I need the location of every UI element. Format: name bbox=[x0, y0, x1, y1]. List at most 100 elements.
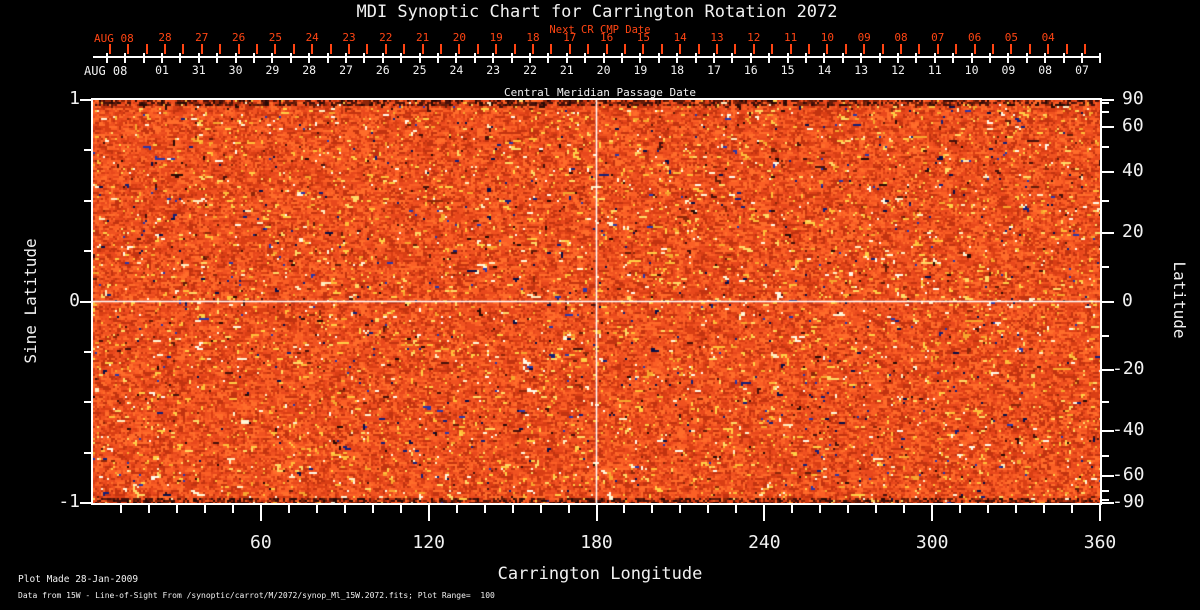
bottom-tick bbox=[735, 505, 738, 513]
cmp-tick bbox=[731, 53, 734, 63]
next-cr-day-label: 26 bbox=[231, 31, 246, 44]
bottom-tick-label: 240 bbox=[748, 532, 781, 553]
next-cr-tick bbox=[936, 44, 939, 54]
right-tick bbox=[1102, 475, 1114, 477]
right-tick-label: 90 bbox=[1122, 88, 1144, 109]
bottom-tick-label: 360 bbox=[1083, 532, 1117, 553]
next-cr-tick bbox=[550, 44, 553, 54]
cmp-tick bbox=[345, 53, 347, 63]
cmp-tick bbox=[952, 53, 955, 63]
bottom-tick bbox=[203, 505, 206, 513]
cmp-tick bbox=[179, 53, 182, 63]
cmp-tick bbox=[897, 53, 899, 63]
next-cr-tick bbox=[366, 44, 369, 54]
right-tick bbox=[1102, 111, 1109, 114]
bottom-tick bbox=[791, 505, 794, 513]
next-cr-tick bbox=[164, 44, 166, 54]
next-cr-day-label: 14 bbox=[673, 31, 687, 44]
right-tick bbox=[1102, 146, 1109, 149]
cmp-tick bbox=[805, 53, 807, 63]
next-cr-subtitle: Next CR CMP Date bbox=[549, 24, 651, 36]
bottom-tick bbox=[231, 505, 234, 513]
cmp-tick bbox=[492, 53, 495, 63]
bottom-tick bbox=[371, 505, 374, 513]
next-cr-tick bbox=[274, 44, 277, 54]
bottom-tick bbox=[1043, 505, 1046, 513]
next-cr-tick bbox=[440, 44, 442, 54]
cmp-day-label: 26 bbox=[375, 63, 390, 77]
bottom-tick bbox=[623, 505, 626, 513]
cmp-day-label: 09 bbox=[1001, 63, 1016, 77]
bottom-tick bbox=[427, 505, 430, 521]
left-tick-label: -1 bbox=[58, 491, 80, 512]
cmp-tick bbox=[1099, 53, 1102, 63]
right-tick bbox=[1102, 430, 1114, 433]
next-cr-day-label: 07 bbox=[931, 31, 945, 44]
cmp-tick bbox=[105, 53, 108, 63]
left-tick bbox=[80, 99, 91, 101]
right-tick-label: -20 bbox=[1112, 358, 1145, 380]
cmp-axis-line bbox=[93, 56, 1100, 58]
left-tick bbox=[84, 401, 91, 404]
next-cr-day-label: 25 bbox=[268, 31, 283, 44]
footer-plot-made: Plot Made 28-Jan-2009 bbox=[18, 574, 139, 585]
cmp-day-label: 29 bbox=[265, 63, 280, 77]
next-cr-day-label: 10 bbox=[820, 31, 835, 44]
next-cr-tick bbox=[752, 44, 755, 54]
bottom-tick bbox=[763, 505, 766, 521]
cmp-tick bbox=[584, 53, 587, 63]
cmp-tick bbox=[1044, 53, 1047, 63]
right-tick-label: -90 bbox=[1112, 491, 1145, 512]
right-tick bbox=[1102, 99, 1114, 101]
cmp-day-label: 10 bbox=[964, 63, 979, 77]
cmp-day-label: 24 bbox=[449, 63, 464, 77]
bottom-tick-label: 180 bbox=[580, 532, 613, 553]
cmp-tick bbox=[326, 53, 329, 63]
cmp-day-label: 21 bbox=[559, 63, 574, 77]
next-cr-tick bbox=[384, 44, 387, 54]
next-cr-day-label: 04 bbox=[1041, 31, 1055, 44]
cmp-tick bbox=[1081, 53, 1083, 63]
bottom-tick bbox=[903, 505, 906, 513]
next-cr-day-label: 20 bbox=[452, 31, 467, 44]
right-tick bbox=[1102, 401, 1109, 404]
next-cr-day-label: 15 bbox=[636, 31, 651, 44]
next-cr-tick bbox=[900, 44, 902, 54]
bottom-tick bbox=[819, 505, 822, 513]
bottom-tick-label: 60 bbox=[249, 532, 272, 553]
cmp-tick bbox=[841, 53, 844, 63]
next-cr-day-label: 19 bbox=[489, 31, 503, 44]
next-cr-day-label: 27 bbox=[195, 31, 209, 44]
cmp-day-label: 18 bbox=[670, 63, 685, 77]
cmp-tick bbox=[786, 53, 789, 63]
cmp-tick bbox=[694, 53, 697, 63]
next-cr-day-label: 22 bbox=[379, 31, 393, 44]
cmp-tick bbox=[1025, 53, 1028, 63]
next-cr-day-label: 09 bbox=[857, 31, 871, 44]
next-cr-tick bbox=[1084, 44, 1086, 54]
cmp-tick bbox=[878, 53, 881, 63]
left-tick bbox=[80, 300, 91, 303]
next-cr-tick bbox=[918, 44, 921, 54]
next-cr-tick bbox=[826, 44, 829, 54]
next-cr-tick bbox=[145, 44, 148, 54]
next-cr-day-label: 17 bbox=[563, 31, 577, 44]
cmp-tick bbox=[621, 53, 623, 63]
right-tick bbox=[1102, 170, 1114, 173]
bottom-tick bbox=[259, 505, 262, 521]
right-tick bbox=[1102, 454, 1109, 457]
right-tick bbox=[1102, 102, 1109, 105]
bottom-tick bbox=[1015, 505, 1018, 513]
right-axis-title: Latitude bbox=[1170, 261, 1189, 339]
cmp-axis-title: Central Meridian Passage Date bbox=[503, 86, 697, 99]
left-tick bbox=[84, 350, 91, 353]
cmp-day-label: 07 bbox=[1075, 63, 1089, 77]
cmp-day-label: 01 bbox=[155, 63, 169, 77]
cmp-tick bbox=[768, 53, 771, 63]
next-cr-tick bbox=[1065, 44, 1068, 54]
cmp-day-label: 28 bbox=[302, 63, 317, 77]
next-cr-day-label: 06 bbox=[967, 31, 982, 44]
next-cr-tick bbox=[182, 44, 185, 54]
bottom-tick-label: 300 bbox=[915, 532, 949, 553]
bottom-tick bbox=[707, 505, 710, 513]
